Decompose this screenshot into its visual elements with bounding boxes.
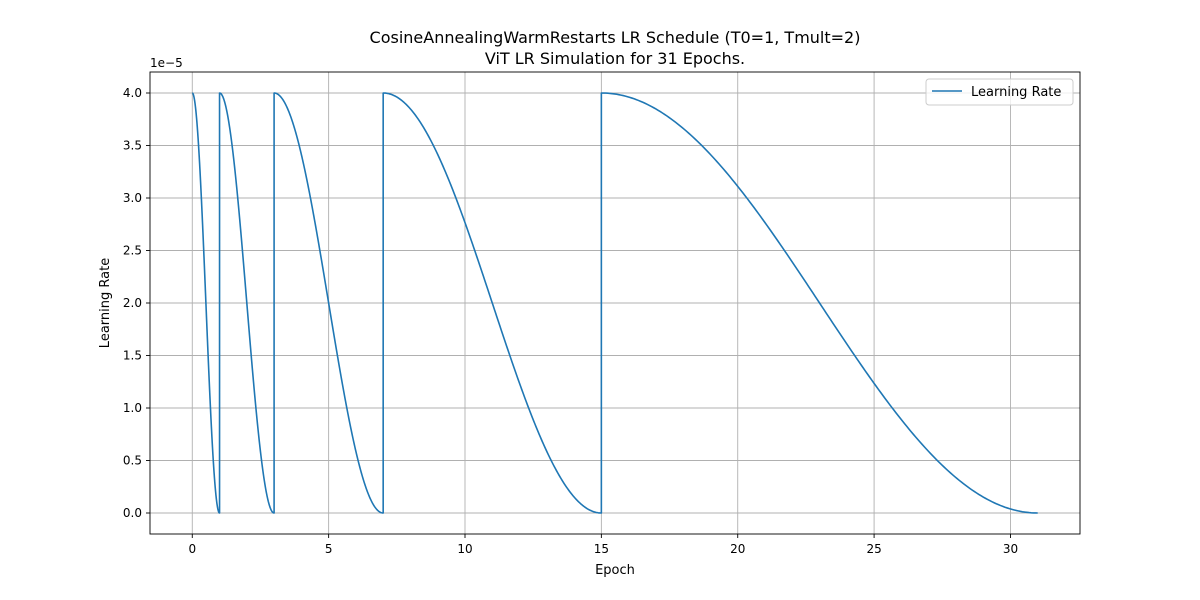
x-tick-label: 30	[1003, 542, 1018, 556]
x-tick-label: 20	[730, 542, 745, 556]
x-tick-label: 15	[594, 542, 609, 556]
y-axis-label: Learning Rate	[98, 258, 113, 348]
x-tick-label: 10	[457, 542, 472, 556]
x-axis-label: Epoch	[595, 563, 635, 578]
legend-entry-learning-rate: Learning Rate	[971, 85, 1061, 100]
chart-title: CosineAnnealingWarmRestarts LR Schedule …	[370, 28, 861, 47]
x-tick-label: 5	[325, 542, 333, 556]
grid-lines	[150, 72, 1080, 534]
series-layer	[191, 92, 1038, 514]
legend: Learning Rate	[925, 78, 1074, 106]
chart-subtitle: ViT LR Simulation for 31 Epochs.	[485, 49, 745, 68]
x-tick-label: 25	[866, 542, 881, 556]
tick-labels: 0 5 10 15 20 25 30 0.0 0.5 1.0 1.5 2.0 2.5 3.0 3.5 4.0	[123, 86, 1018, 556]
y-tick-label: 2.5	[123, 244, 142, 258]
y-tick-label: 3.5	[123, 139, 142, 153]
y-tick-label: 1.0	[123, 401, 142, 415]
y-tick-label: 3.0	[123, 191, 142, 205]
y-tick-label: 0.5	[123, 454, 142, 468]
y-tick-label: 2.0	[123, 296, 142, 310]
y-tick-label: 0.0	[123, 506, 142, 520]
legend-box	[925, 78, 1074, 106]
x-tick-label: 0	[188, 542, 196, 556]
y-tick-label: 4.0	[123, 86, 142, 100]
y-tick-label: 1.5	[123, 349, 142, 363]
y-offset-label: 1e−5	[150, 56, 183, 70]
series-line-learning-rate	[191, 92, 1038, 514]
